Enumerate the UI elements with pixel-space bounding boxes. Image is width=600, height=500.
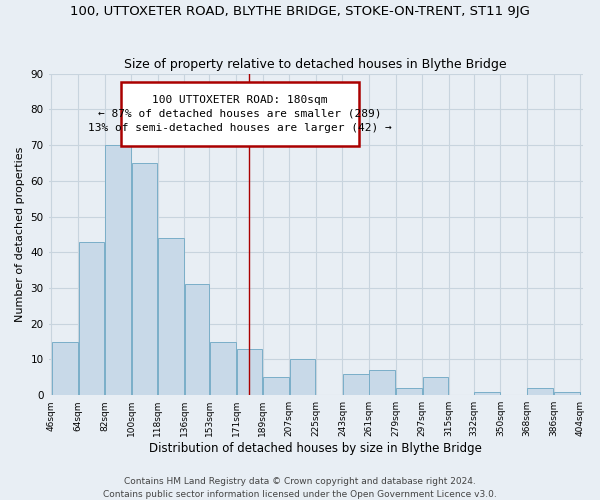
Bar — [474, 392, 500, 395]
Bar — [158, 238, 184, 395]
Bar — [527, 388, 553, 395]
X-axis label: Distribution of detached houses by size in Blythe Bridge: Distribution of detached houses by size … — [149, 442, 482, 455]
Bar — [79, 242, 104, 395]
Bar — [290, 360, 316, 395]
Bar — [554, 392, 580, 395]
FancyBboxPatch shape — [121, 82, 359, 146]
Bar — [185, 284, 209, 395]
Text: Contains HM Land Registry data © Crown copyright and database right 2024.
Contai: Contains HM Land Registry data © Crown c… — [103, 478, 497, 499]
Bar — [343, 374, 368, 395]
Bar — [210, 342, 236, 395]
Y-axis label: Number of detached properties: Number of detached properties — [15, 146, 25, 322]
Title: Size of property relative to detached houses in Blythe Bridge: Size of property relative to detached ho… — [124, 58, 507, 71]
Bar — [263, 378, 289, 395]
Bar — [52, 342, 77, 395]
Bar — [370, 370, 395, 395]
Text: 100 UTTOXETER ROAD: 180sqm
← 87% of detached houses are smaller (289)
13% of sem: 100 UTTOXETER ROAD: 180sqm ← 87% of deta… — [88, 95, 392, 133]
Bar — [105, 145, 131, 395]
Bar — [236, 348, 262, 395]
Bar — [422, 378, 448, 395]
Bar — [396, 388, 422, 395]
Bar — [131, 163, 157, 395]
Text: 100, UTTOXETER ROAD, BLYTHE BRIDGE, STOKE-ON-TRENT, ST11 9JG: 100, UTTOXETER ROAD, BLYTHE BRIDGE, STOK… — [70, 5, 530, 18]
